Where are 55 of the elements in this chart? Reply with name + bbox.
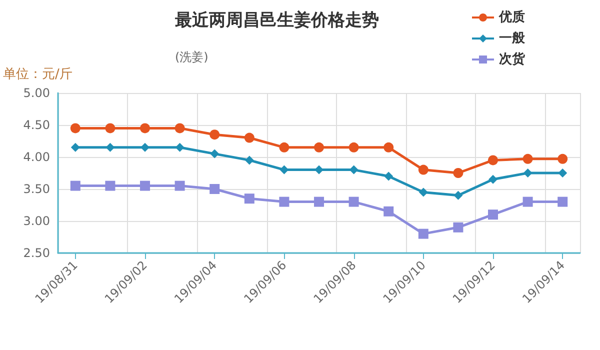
point bbox=[453, 168, 464, 178]
y-tick-label: 3.00 bbox=[23, 214, 50, 228]
legend-label: 优质 bbox=[498, 9, 525, 25]
point bbox=[175, 142, 184, 152]
point bbox=[314, 165, 324, 174]
point bbox=[523, 168, 532, 178]
point bbox=[244, 156, 254, 165]
point bbox=[418, 188, 428, 197]
point bbox=[522, 196, 533, 207]
y-tick-label: 2.50 bbox=[23, 246, 50, 260]
point bbox=[105, 123, 116, 134]
point bbox=[488, 174, 498, 184]
point bbox=[453, 222, 464, 232]
y-tick-label: 5.00 bbox=[23, 86, 50, 100]
point bbox=[244, 194, 254, 204]
point bbox=[558, 196, 568, 207]
y-tick-label: 4.50 bbox=[23, 118, 50, 132]
y-tick-label: 3.50 bbox=[23, 182, 50, 196]
point bbox=[488, 155, 498, 166]
point bbox=[558, 168, 568, 178]
chart-subtitle: (洗姜) bbox=[175, 50, 208, 64]
point bbox=[140, 123, 150, 134]
point bbox=[174, 180, 185, 191]
point bbox=[105, 180, 116, 191]
point bbox=[488, 210, 498, 220]
point bbox=[522, 154, 533, 164]
point bbox=[348, 196, 359, 207]
y-tick-label: 4.00 bbox=[23, 150, 50, 164]
point bbox=[314, 196, 324, 207]
point bbox=[70, 180, 80, 191]
point bbox=[348, 142, 359, 152]
point bbox=[384, 142, 394, 152]
point bbox=[244, 132, 254, 143]
y-axis-title: 单位：元/斤 bbox=[3, 67, 72, 82]
point bbox=[418, 228, 428, 239]
legend-label: 一般 bbox=[499, 31, 526, 46]
point bbox=[174, 123, 185, 134]
point bbox=[70, 123, 80, 134]
point bbox=[140, 180, 150, 191]
point bbox=[210, 149, 220, 158]
point bbox=[314, 142, 324, 152]
legend-label: 次货 bbox=[499, 51, 526, 67]
point bbox=[210, 184, 220, 194]
point bbox=[454, 190, 463, 200]
point bbox=[384, 172, 394, 181]
point bbox=[279, 196, 290, 207]
point bbox=[384, 206, 394, 216]
chart-title: 最近两周昌邑生姜价格走势 bbox=[174, 10, 379, 30]
point bbox=[210, 130, 220, 140]
point bbox=[558, 154, 568, 164]
point bbox=[70, 142, 80, 152]
point bbox=[418, 164, 428, 175]
point bbox=[279, 142, 290, 152]
point bbox=[106, 142, 115, 152]
point bbox=[140, 142, 150, 152]
